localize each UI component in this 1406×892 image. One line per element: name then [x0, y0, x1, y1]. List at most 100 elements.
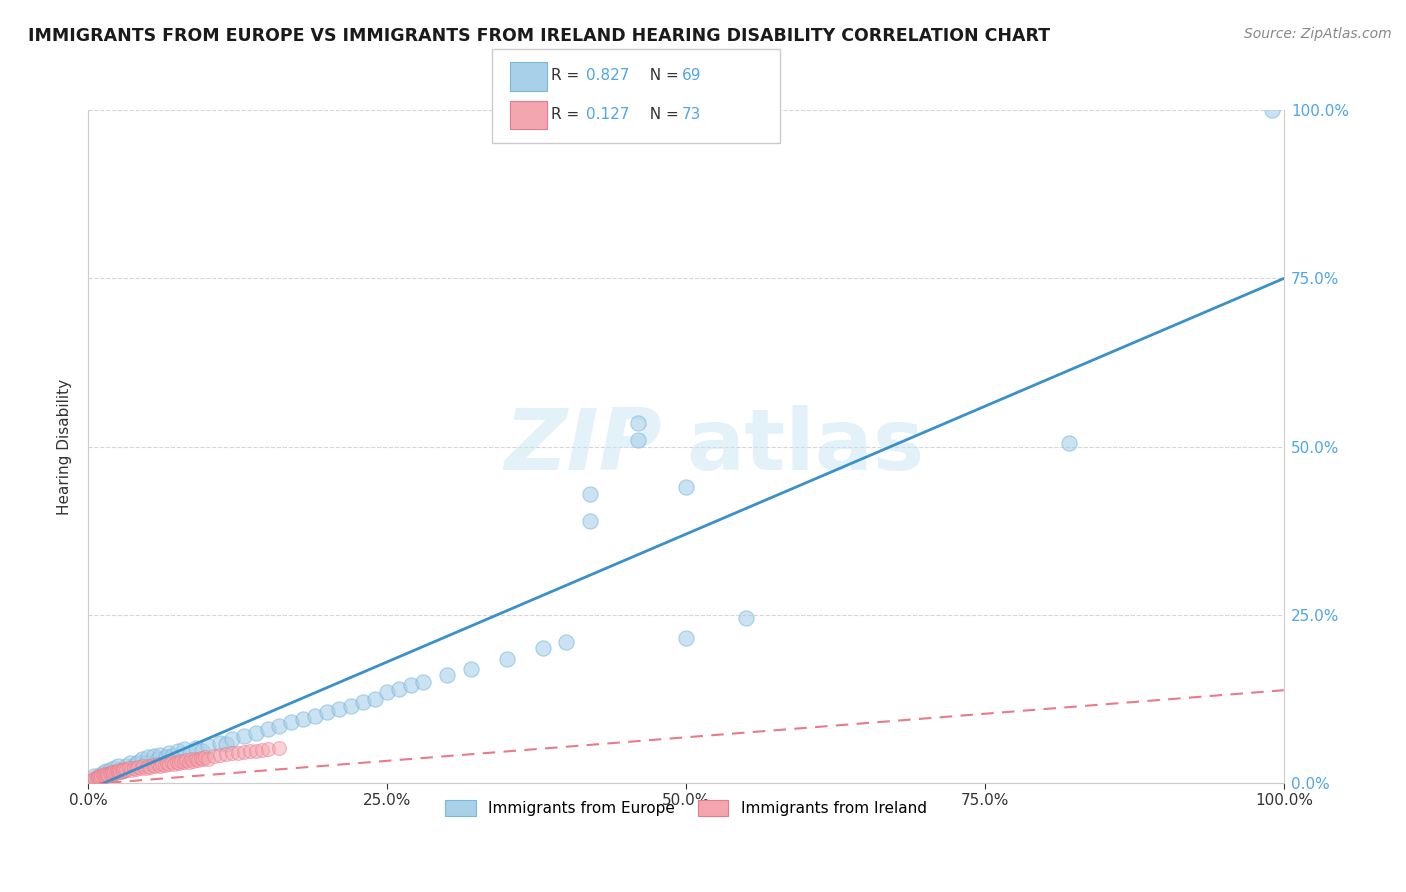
Point	[304, 708, 326, 723]
Point	[94, 764, 117, 778]
Point	[190, 744, 212, 758]
Point	[104, 766, 127, 780]
Point	[555, 634, 578, 648]
Text: IMMIGRANTS FROM EUROPE VS IMMIGRANTS FROM IRELAND HEARING DISABILITY CORRELATION: IMMIGRANTS FROM EUROPE VS IMMIGRANTS FRO…	[28, 27, 1050, 45]
Point	[118, 756, 141, 770]
Point	[388, 681, 411, 696]
Point	[375, 685, 398, 699]
Point	[316, 706, 339, 720]
Point	[399, 678, 422, 692]
Point	[180, 752, 202, 766]
Point	[364, 692, 387, 706]
Point	[190, 751, 212, 765]
Point	[214, 747, 236, 761]
Text: 0.127: 0.127	[586, 107, 630, 121]
Point	[202, 749, 225, 764]
Point	[142, 749, 165, 764]
Point	[155, 750, 177, 764]
Point	[87, 770, 110, 784]
Point	[84, 772, 107, 786]
Point	[352, 695, 374, 709]
Point	[184, 752, 207, 766]
Point	[122, 759, 145, 773]
Text: Source: ZipAtlas.com: Source: ZipAtlas.com	[1244, 27, 1392, 41]
Point	[94, 767, 117, 781]
Point	[187, 753, 209, 767]
Point	[97, 768, 120, 782]
Point	[239, 744, 262, 758]
Point	[245, 725, 267, 739]
Point	[214, 737, 236, 751]
Point	[146, 752, 169, 766]
Point	[256, 742, 278, 756]
Point	[166, 744, 188, 758]
Point	[531, 641, 554, 656]
Point	[221, 732, 243, 747]
Text: ZIP: ZIP	[505, 405, 662, 488]
Text: R =: R =	[551, 69, 585, 83]
Point	[91, 766, 114, 780]
Point	[96, 766, 118, 780]
Point	[269, 741, 291, 756]
Point	[135, 760, 157, 774]
Point	[675, 480, 697, 494]
Point	[179, 746, 201, 760]
Point	[107, 765, 129, 780]
Point	[412, 675, 434, 690]
Point	[98, 766, 121, 780]
Point	[156, 756, 179, 770]
Point	[167, 756, 190, 770]
Point	[194, 750, 217, 764]
Point	[177, 755, 200, 769]
Point	[197, 739, 219, 753]
Point	[111, 764, 134, 778]
Point	[143, 759, 166, 773]
Point	[163, 756, 186, 771]
Point	[127, 755, 149, 769]
Point	[675, 632, 697, 646]
Text: 73: 73	[682, 107, 702, 121]
Point	[174, 753, 197, 767]
Point	[122, 760, 145, 774]
Point	[183, 754, 205, 768]
Point	[328, 702, 350, 716]
Point	[170, 754, 193, 768]
Point	[83, 769, 105, 783]
Point	[579, 486, 602, 500]
Point	[221, 747, 243, 761]
Point	[1057, 436, 1080, 450]
Point	[101, 765, 124, 780]
Point	[579, 514, 602, 528]
Point	[269, 719, 291, 733]
Y-axis label: Hearing Disability: Hearing Disability	[58, 378, 72, 515]
Point	[250, 743, 273, 757]
Point	[103, 761, 125, 775]
Point	[110, 764, 132, 779]
Point	[173, 755, 195, 769]
Text: N =: N =	[640, 107, 683, 121]
Point	[166, 755, 188, 769]
Point	[184, 741, 207, 756]
Point	[108, 764, 131, 778]
Point	[340, 698, 363, 713]
Point	[139, 760, 162, 774]
Point	[173, 742, 195, 756]
Legend: Immigrants from Europe, Immigrants from Ireland: Immigrants from Europe, Immigrants from …	[439, 794, 932, 822]
Point	[136, 758, 159, 772]
Point	[292, 712, 315, 726]
Point	[127, 760, 149, 774]
Point	[132, 759, 155, 773]
Point	[495, 651, 517, 665]
Point	[125, 762, 148, 776]
Point	[98, 763, 121, 777]
Point	[83, 771, 105, 785]
Point	[105, 764, 128, 778]
Point	[93, 769, 115, 783]
Point	[135, 756, 157, 770]
Point	[89, 768, 111, 782]
Point	[256, 723, 278, 737]
Point	[100, 767, 122, 781]
Point	[91, 768, 114, 782]
Point	[436, 668, 458, 682]
Point	[142, 757, 165, 772]
